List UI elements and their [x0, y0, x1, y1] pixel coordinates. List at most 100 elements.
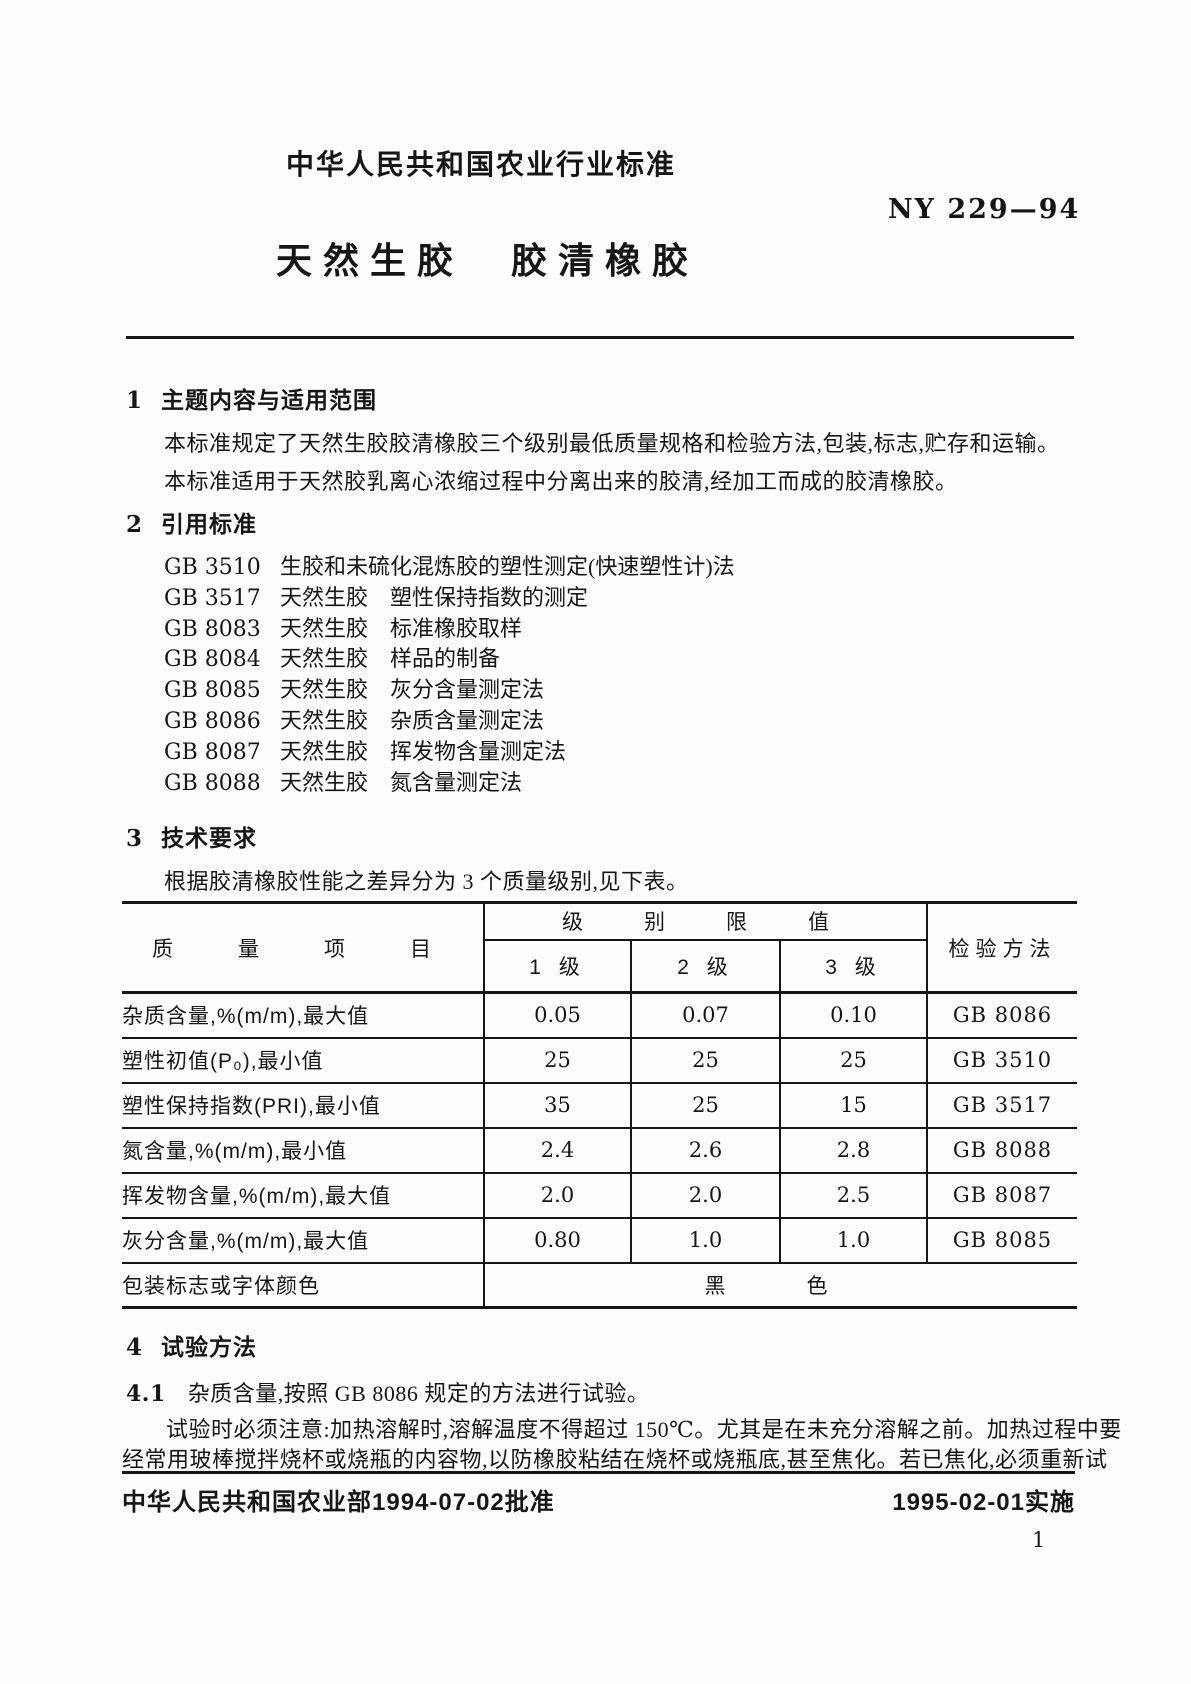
standard-header: 中华人民共和国农业行业标准	[286, 149, 677, 180]
grade-2-value: 25	[630, 1081, 780, 1128]
quality-item: 包装标志或字体颜色	[122, 1261, 484, 1308]
section-4-number: 4	[126, 1334, 144, 1361]
note-line-1: 试验时必须注意:加热溶解时,溶解温度不得超过 150℃。尤其是在未充分溶解之前。…	[166, 1417, 1122, 1442]
section-3-heading: 3 技术要求	[126, 819, 257, 853]
specification-table: 质 量 项 目 级 别 限 值 检验方法 1 级 2 级 3 级 杂质含量,%(…	[122, 901, 1078, 1309]
title-divider	[126, 336, 1074, 339]
note-line-2: 经常用玻棒搅拌烧杯或烧瓶的内容物,以防橡胶粘结在烧杯或烧瓶底,甚至焦化。若已焦化…	[122, 1447, 1108, 1472]
table-row: 塑性初值(P₀),最小值 25 25 25 GB 3510	[122, 1036, 1078, 1083]
reference-code: GB 8088	[164, 770, 261, 796]
reference-item: GB 8088 天然生胶 氮含量测定法	[164, 768, 735, 799]
reference-title: 天然生胶 氮含量测定法	[280, 769, 523, 795]
table-row: 挥发物含量,%(m/m),最大值 2.0 2.0 2.5 GB 8087	[122, 1171, 1078, 1218]
grade-2-value: 1.0	[630, 1216, 780, 1263]
clause-4-1-text: 杂质含量,按照 GB 8086 规定的方法进行试验。	[187, 1381, 650, 1406]
table-row: 塑性保持指数(PRI),最小值 35 25 15 GB 3517	[122, 1081, 1078, 1128]
grade-1-value: 2.4	[483, 1126, 631, 1173]
grade-1-value: 0.05	[483, 991, 631, 1038]
section-2-heading: 2 引用标准	[126, 505, 257, 539]
reference-title: 天然生胶 标准橡胶取样	[280, 615, 523, 641]
quality-item: 塑性保持指数(PRI),最小值	[122, 1081, 484, 1128]
section-3-title: 技术要求	[161, 825, 258, 851]
packaging-color-value: 黑 色	[482, 1261, 1078, 1308]
standard-number: NY 229—94	[888, 194, 1081, 225]
grade-3-value: 0.10	[778, 991, 928, 1038]
reference-item: GB 8087 天然生胶 挥发物含量测定法	[164, 737, 735, 768]
grade-2-value: 2.0	[630, 1171, 780, 1218]
reference-title: 天然生胶 灰分含量测定法	[280, 677, 545, 703]
clause-4-1-number: 4.1	[126, 1381, 166, 1407]
grade-3-value: 2.8	[778, 1126, 928, 1173]
test-method: GB 8086	[926, 991, 1078, 1038]
grade-3-value: 1.0	[778, 1216, 928, 1263]
table-row-packaging: 包装标志或字体颜色 黑 色	[122, 1261, 1078, 1308]
table-row: 杂质含量,%(m/m),最大值 0.05 0.07 0.10 GB 8086	[122, 991, 1078, 1038]
test-method: GB 8085	[926, 1216, 1078, 1263]
grade-2-value: 0.07	[630, 991, 780, 1038]
grade-1-value: 25	[483, 1036, 631, 1083]
section-4-title: 试验方法	[161, 1334, 258, 1360]
section-1-number: 1	[126, 387, 144, 414]
reference-title: 天然生胶 塑性保持指数的测定	[280, 584, 589, 610]
document-title: 天然生胶 胶清橡胶	[276, 240, 700, 281]
section-3-intro: 根据胶清橡胶性能之差异分为 3 个质量级别,见下表。	[164, 869, 689, 894]
reference-code: GB 8084	[164, 647, 261, 673]
column-header-grade-2: 2 级	[630, 939, 780, 994]
reference-item: GB 8085 天然生胶 灰分含量测定法	[164, 675, 735, 706]
column-header-grade-limits: 级 别 限 值	[482, 902, 928, 941]
footer-divider	[122, 1471, 1075, 1474]
page-number: 1	[1032, 1528, 1046, 1552]
column-header-test-method: 检验方法	[926, 902, 1078, 994]
section-4-heading: 4 试验方法	[126, 1328, 257, 1362]
reference-code: GB 8087	[164, 739, 261, 765]
reference-title: 天然生胶 样品的制备	[280, 646, 501, 672]
reference-item: GB 3517 天然生胶 塑性保持指数的测定	[164, 583, 735, 614]
reference-item: GB 8083 天然生胶 标准橡胶取样	[164, 614, 735, 645]
reference-title: 天然生胶 挥发物含量测定法	[280, 738, 567, 764]
test-method: GB 3517	[926, 1081, 1078, 1128]
section-2-title: 引用标准	[161, 511, 258, 537]
section-1-paragraph-1: 本标准规定了天然生胶胶清橡胶三个级别最低质量规格和检验方法,包装,标志,贮存和运…	[164, 431, 1060, 456]
reference-item: GB 8084 天然生胶 样品的制备	[164, 644, 735, 675]
test-method: GB 8087	[926, 1171, 1078, 1218]
table-row: 灰分含量,%(m/m),最大值 0.80 1.0 1.0 GB 8085	[122, 1216, 1078, 1263]
reference-item: GB 8086 天然生胶 杂质含量测定法	[164, 706, 735, 737]
quality-item: 挥发物含量,%(m/m),最大值	[122, 1171, 484, 1218]
column-header-grade-1: 1 级	[483, 939, 631, 994]
reference-item: GB 3510 生胶和未硫化混炼胶的塑性测定(快速塑性计)法	[164, 552, 735, 583]
grade-1-value: 2.0	[483, 1171, 631, 1218]
grade-2-value: 25	[630, 1036, 780, 1083]
quality-item: 氮含量,%(m/m),最小值	[122, 1126, 484, 1173]
reference-code: GB 3517	[164, 585, 261, 611]
reference-code: GB 8086	[164, 708, 261, 734]
grade-3-value: 25	[778, 1036, 928, 1083]
table-row: 氮含量,%(m/m),最小值 2.4 2.6 2.8 GB 8088	[122, 1126, 1078, 1173]
reference-code: GB 3510	[164, 555, 261, 580]
grade-3-value: 15	[778, 1081, 928, 1128]
test-method: GB 8088	[926, 1126, 1078, 1173]
quality-item: 灰分含量,%(m/m),最大值	[122, 1216, 484, 1263]
section-1-title: 主题内容与适用范围	[161, 387, 378, 413]
reference-code: GB 8085	[164, 678, 261, 704]
grade-1-value: 0.80	[483, 1216, 631, 1263]
reference-list: GB 3510 生胶和未硫化混炼胶的塑性测定(快速塑性计)法 GB 3517 天然生…	[164, 552, 735, 798]
approval-notice: 中华人民共和国农业部1994-07-02批准	[122, 1489, 555, 1516]
grade-1-value: 35	[483, 1081, 631, 1128]
section-1-paragraph-2: 本标准适用于天然胶乳离心浓缩过程中分离出来的胶清,经加工而成的胶清橡胶。	[164, 469, 958, 494]
quality-item: 杂质含量,%(m/m),最大值	[122, 991, 484, 1038]
section-2-number: 2	[126, 511, 144, 538]
reference-title: 生胶和未硫化混炼胶的塑性测定(快速塑性计)法	[280, 554, 735, 579]
section-3-number: 3	[126, 825, 144, 852]
column-header-quality-item: 质 量 项 目	[122, 902, 484, 994]
column-header-grade-3: 3 级	[778, 939, 928, 994]
quality-item: 塑性初值(P₀),最小值	[122, 1036, 484, 1083]
implementation-notice: 1995-02-01实施	[892, 1489, 1075, 1516]
section-1-heading: 1 主题内容与适用范围	[126, 381, 377, 415]
grade-3-value: 2.5	[778, 1171, 928, 1218]
clause-4-1: 4.1 杂质含量,按照 GB 8086 规定的方法进行试验。	[126, 1376, 649, 1408]
reference-code: GB 8083	[164, 616, 261, 642]
reference-title: 天然生胶 杂质含量测定法	[280, 707, 545, 733]
test-method: GB 3510	[926, 1036, 1078, 1083]
grade-2-value: 2.6	[630, 1126, 780, 1173]
